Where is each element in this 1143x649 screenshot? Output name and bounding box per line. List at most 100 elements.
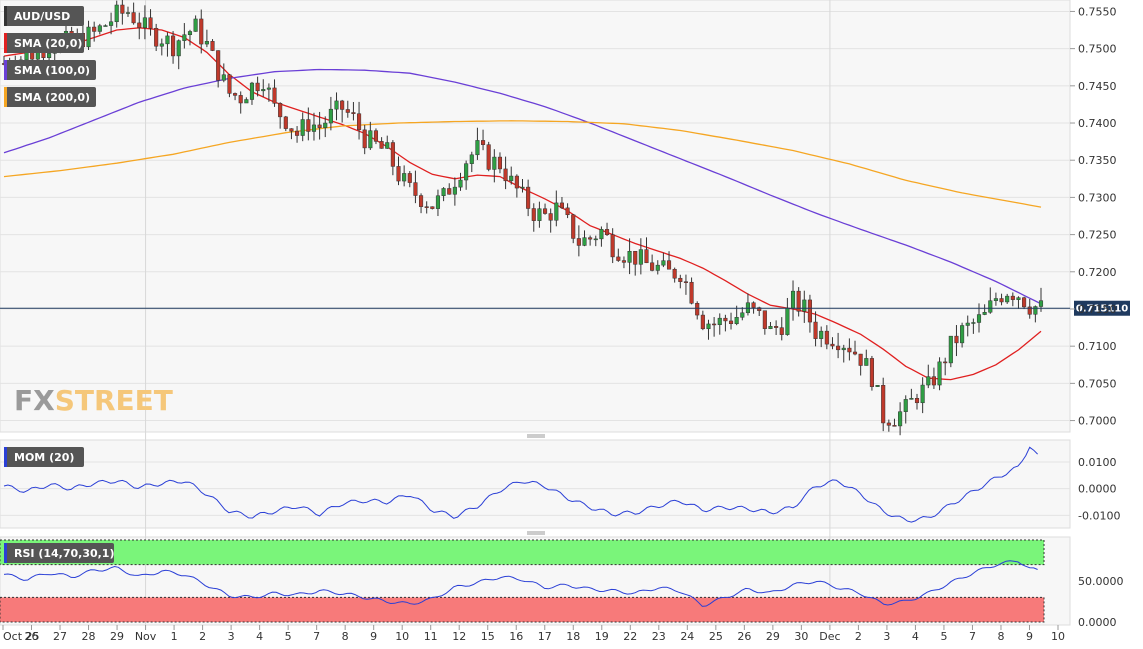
candle-body-89 bbox=[503, 168, 508, 182]
last-price-label: 0.715110 bbox=[1076, 304, 1129, 315]
candle-body-98 bbox=[554, 202, 559, 221]
candle-body-25 bbox=[142, 17, 147, 28]
panel-splitter-2[interactable] bbox=[527, 531, 545, 535]
candle-body-32 bbox=[182, 34, 187, 41]
candle-body-138 bbox=[779, 327, 784, 335]
candle-body-61 bbox=[345, 109, 350, 113]
candle-body-146 bbox=[824, 330, 829, 345]
candle-body-84 bbox=[475, 140, 480, 156]
x-tick-label-19: 17 bbox=[538, 630, 552, 643]
price-tick-label-0: 0.7550 bbox=[1078, 5, 1117, 18]
candle-body-180 bbox=[1016, 297, 1021, 300]
x-tick-label-3: 28 bbox=[82, 630, 96, 643]
candle-body-54 bbox=[306, 119, 311, 132]
x-tick-label-28: 30 bbox=[794, 630, 808, 643]
candle-body-161 bbox=[909, 398, 914, 400]
x-tick-label-29: Dec bbox=[819, 630, 840, 643]
x-tick-label-14: 10 bbox=[395, 630, 409, 643]
candle-body-123 bbox=[695, 303, 700, 316]
candle-body-66 bbox=[373, 130, 379, 142]
x-tick-label-32: 4 bbox=[912, 630, 919, 643]
candle-body-105 bbox=[593, 238, 598, 241]
rsi-series bbox=[3, 560, 1038, 607]
candle-body-117 bbox=[661, 260, 666, 266]
candle-body-36 bbox=[204, 41, 209, 45]
candle-body-145 bbox=[819, 330, 824, 339]
candle-body-164 bbox=[926, 376, 931, 386]
price-tick-label-9: 0.7100 bbox=[1078, 340, 1117, 353]
legend-rsi[interactable]: RSI (14,70,30,1) bbox=[4, 543, 114, 563]
candle-body-92 bbox=[520, 186, 525, 189]
sma-line-2 bbox=[3, 120, 1042, 208]
candle-body-59 bbox=[334, 100, 339, 110]
candle-body-44 bbox=[249, 82, 255, 100]
candle-body-171 bbox=[965, 322, 970, 326]
legend-momentum[interactable]: MOM (20) bbox=[4, 447, 84, 467]
candle-body-76 bbox=[430, 206, 435, 209]
candle-body-47 bbox=[266, 87, 271, 90]
candle-body-95 bbox=[537, 208, 542, 221]
candle-body-110 bbox=[621, 260, 626, 263]
candle-body-163 bbox=[920, 384, 925, 404]
candle-body-64 bbox=[362, 129, 367, 149]
candle-body-106 bbox=[599, 229, 604, 240]
candle-body-134 bbox=[757, 307, 762, 311]
x-tick-label-8: 3 bbox=[228, 630, 235, 643]
candle-body-79 bbox=[447, 188, 452, 195]
candle-body-112 bbox=[633, 250, 638, 265]
x-tick-label-2: 27 bbox=[53, 630, 67, 643]
candle-body-167 bbox=[943, 361, 948, 364]
candle-body-126 bbox=[712, 323, 717, 326]
candle-body-20 bbox=[114, 4, 119, 23]
candle-body-119 bbox=[672, 268, 677, 279]
candle-body-91 bbox=[514, 175, 519, 189]
x-tick-label-18: 16 bbox=[509, 630, 523, 643]
price-tick-label-1: 0.7500 bbox=[1078, 43, 1117, 56]
candles bbox=[1, 0, 1044, 436]
candle-body-116 bbox=[655, 264, 660, 271]
candle-body-67 bbox=[379, 141, 384, 149]
candle-body-40 bbox=[227, 74, 232, 94]
candle-body-94 bbox=[531, 208, 536, 221]
candle-body-78 bbox=[441, 188, 446, 196]
x-tick-label-11: 7 bbox=[313, 630, 320, 643]
candle-body-162 bbox=[914, 398, 920, 404]
candle-body-50 bbox=[283, 116, 288, 129]
legend-sma100-label: SMA (100,0) bbox=[14, 64, 90, 77]
candle-body-55 bbox=[311, 124, 317, 132]
legend-sma20[interactable]: SMA (20,0) bbox=[4, 33, 84, 53]
candle-body-26 bbox=[148, 17, 153, 29]
candle-body-172 bbox=[971, 322, 976, 324]
candle-body-150 bbox=[847, 347, 852, 353]
candle-body-183 bbox=[1033, 306, 1038, 315]
x-tick-label-13: 9 bbox=[370, 630, 377, 643]
x-tick-label-4: 29 bbox=[110, 630, 124, 643]
candle-body-169 bbox=[954, 335, 959, 344]
candle-body-121 bbox=[683, 281, 688, 283]
candle-body-70 bbox=[396, 166, 401, 182]
candle-body-43 bbox=[244, 99, 249, 104]
candle-body-148 bbox=[836, 345, 841, 351]
candle-body-139 bbox=[785, 307, 790, 335]
rsi-tick-label-0: 50.0000 bbox=[1078, 575, 1124, 588]
x-tick-label-1: 26 bbox=[25, 630, 39, 643]
x-tick-label-6: 1 bbox=[171, 630, 178, 643]
legend-sma200[interactable]: SMA (200,0) bbox=[4, 87, 96, 107]
candle-body-86 bbox=[486, 144, 491, 170]
candle-body-114 bbox=[644, 249, 649, 264]
candle-body-58 bbox=[328, 108, 333, 124]
candle-body-184 bbox=[1038, 300, 1044, 307]
x-tick-label-12: 8 bbox=[342, 630, 349, 643]
price-tick-label-8: 0.7150 bbox=[1078, 303, 1117, 316]
legend-sma100[interactable]: SMA (100,0) bbox=[4, 60, 96, 80]
candle-body-63 bbox=[357, 113, 362, 131]
legend-rsi-label: RSI (14,70,30,1) bbox=[14, 547, 114, 560]
price-tick-label-11: 0.7000 bbox=[1078, 415, 1117, 428]
candle-body-35 bbox=[199, 18, 204, 45]
legend-audusd[interactable]: AUD/USD bbox=[4, 6, 84, 26]
candle-body-77 bbox=[435, 195, 441, 209]
sma-line-1 bbox=[3, 68, 1042, 305]
candle-body-31 bbox=[176, 40, 181, 57]
panel-splitter-1[interactable] bbox=[527, 434, 545, 438]
